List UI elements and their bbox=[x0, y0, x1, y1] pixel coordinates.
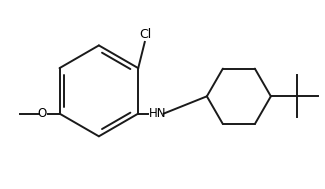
Text: HN: HN bbox=[149, 107, 167, 120]
Text: Cl: Cl bbox=[139, 28, 152, 40]
Text: O: O bbox=[37, 107, 46, 120]
